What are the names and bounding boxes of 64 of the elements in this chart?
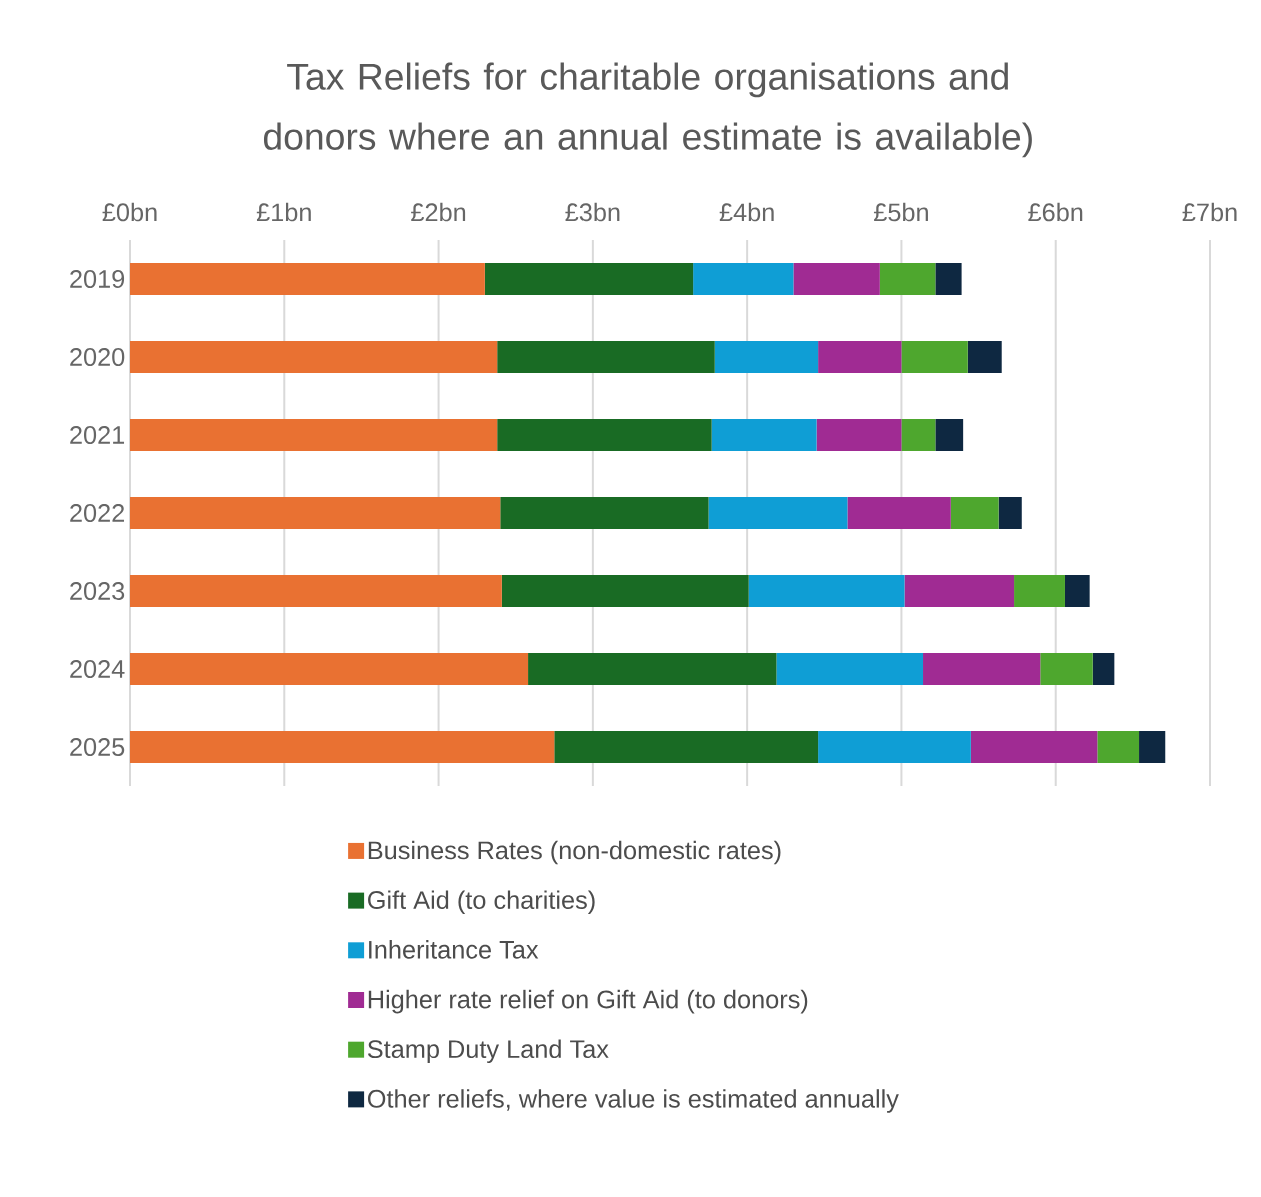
bar (1097, 731, 1140, 764)
bar (497, 419, 712, 452)
bar (818, 731, 971, 764)
bar (1040, 653, 1093, 686)
x-tick-label: £3bn (565, 202, 620, 222)
y-tick-label: 2021 (70, 426, 125, 444)
bar (818, 341, 902, 374)
x-tick-label: £0bn (102, 202, 157, 222)
x-tick-label: £2bn (411, 202, 466, 222)
bar (816, 419, 902, 452)
bar (130, 653, 529, 686)
bar (748, 575, 905, 608)
y-tick-label: 2024 (70, 660, 125, 678)
y-tick-label: 2019 (70, 270, 125, 288)
bar (708, 497, 848, 530)
legend-label: Business Rates (non-domestic rates) (368, 840, 781, 865)
chart-title: Tax Reliefs for charitable organisations and donors where an annual estimate is available) (263, 62, 1032, 158)
bar (501, 575, 749, 608)
bar (130, 497, 501, 530)
bar (776, 653, 924, 686)
bar (793, 263, 880, 296)
bar (879, 263, 936, 296)
legend-label: Other reliefs, where value is estimated annually (367, 1089, 899, 1113)
bar (904, 575, 1015, 608)
bar (935, 419, 964, 452)
legend-label: Gift Aid (to charities) (368, 890, 595, 915)
legend-label: Higher rate relief on Gift Aid (to donors) (368, 989, 808, 1014)
bar (1139, 731, 1166, 764)
bar (130, 419, 498, 452)
x-tick-label: £6bn (1028, 202, 1083, 222)
bar (923, 653, 1041, 686)
bar (901, 419, 936, 452)
x-tick-label: £4bn (719, 202, 774, 222)
bar (714, 341, 819, 374)
x-tick-label: £7bn (1182, 202, 1237, 222)
y-tick-label: 2022 (70, 504, 125, 522)
bar (497, 341, 715, 374)
bar (998, 497, 1022, 530)
bar (130, 731, 555, 764)
bar (950, 497, 999, 530)
legend-label: Inheritance Tax (369, 940, 539, 959)
bar (130, 341, 498, 374)
bar (1064, 575, 1090, 608)
bar (935, 263, 962, 296)
y-tick-label: 2025 (70, 738, 125, 756)
bar (484, 263, 694, 296)
bar (847, 497, 951, 530)
bar (970, 731, 1098, 764)
bar (554, 731, 819, 764)
bar (901, 341, 968, 374)
y-tick-label: 2023 (70, 582, 125, 600)
legend-label: Stamp Duty Land Tax (367, 1039, 609, 1064)
bar (1014, 575, 1065, 608)
bar (500, 497, 709, 530)
bar (711, 419, 817, 452)
bar (130, 575, 502, 608)
bar (528, 653, 777, 686)
bar (130, 263, 485, 296)
bar (693, 263, 794, 296)
bar (967, 341, 1002, 374)
x-tick-label: £5bn (873, 202, 928, 222)
bar (1092, 653, 1115, 686)
x-tick-label: £1bn (256, 202, 311, 222)
y-tick-label: 2020 (70, 348, 125, 366)
